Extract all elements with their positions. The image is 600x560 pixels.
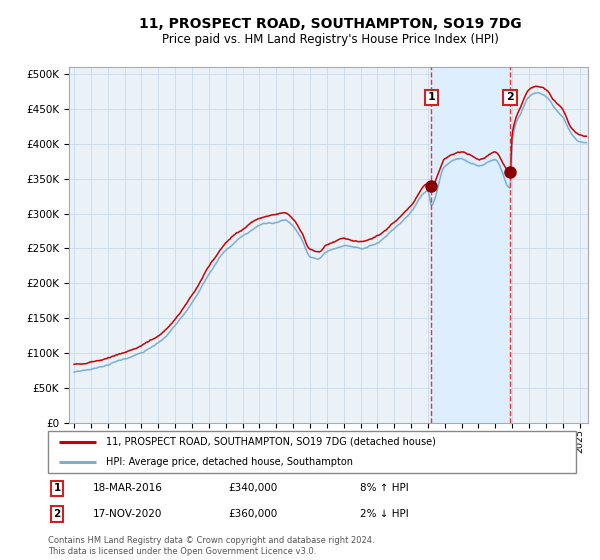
Text: 1: 1: [428, 92, 436, 102]
Text: 11, PROSPECT ROAD, SOUTHAMPTON, SO19 7DG: 11, PROSPECT ROAD, SOUTHAMPTON, SO19 7DG: [139, 16, 521, 30]
Text: 8% ↑ HPI: 8% ↑ HPI: [360, 483, 409, 493]
Text: 1: 1: [53, 483, 61, 493]
FancyBboxPatch shape: [48, 431, 576, 473]
Text: 11, PROSPECT ROAD, SOUTHAMPTON, SO19 7DG (detached house): 11, PROSPECT ROAD, SOUTHAMPTON, SO19 7DG…: [106, 437, 436, 447]
Text: 2% ↓ HPI: 2% ↓ HPI: [360, 509, 409, 519]
Text: Price paid vs. HM Land Registry's House Price Index (HPI): Price paid vs. HM Land Registry's House …: [161, 32, 499, 46]
Text: Contains HM Land Registry data © Crown copyright and database right 2024.
This d: Contains HM Land Registry data © Crown c…: [48, 536, 374, 556]
Text: 18-MAR-2016: 18-MAR-2016: [93, 483, 163, 493]
Text: 2: 2: [53, 509, 61, 519]
Text: 2: 2: [506, 92, 514, 102]
Text: £360,000: £360,000: [228, 509, 277, 519]
Text: £340,000: £340,000: [228, 483, 277, 493]
Bar: [431, 67, 510, 423]
Text: 17-NOV-2020: 17-NOV-2020: [93, 509, 163, 519]
Text: HPI: Average price, detached house, Southampton: HPI: Average price, detached house, Sout…: [106, 457, 353, 467]
